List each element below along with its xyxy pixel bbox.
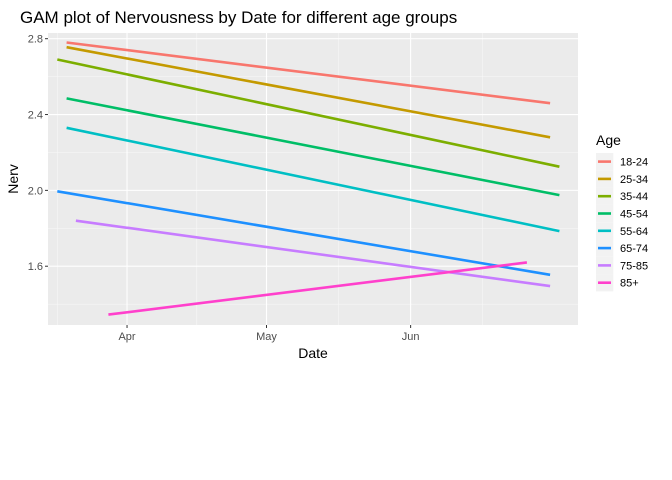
- series-line-18-24: [66, 41, 551, 105]
- series-lines: [57, 41, 560, 316]
- x-tick-label: May: [256, 331, 277, 343]
- series-line-35-44: [57, 58, 560, 168]
- y-axis: 1.6 2.0 2.4 2.8: [28, 34, 48, 273]
- y-axis-title: Nerv: [5, 164, 21, 194]
- legend-label-55-64: 55-64: [620, 226, 648, 238]
- legend-label-45-54: 45-54: [620, 209, 648, 221]
- y-tick-label: 2.8: [28, 34, 43, 46]
- x-tick-label: Jun: [402, 331, 420, 343]
- y-tick-label: 1.6: [28, 261, 43, 273]
- y-tick-label: 2.0: [28, 185, 43, 197]
- series-line-65-74: [57, 190, 551, 277]
- series-line-75-85: [75, 219, 551, 288]
- legend-label-65-74: 65-74: [620, 243, 648, 255]
- legend-label-75-85: 75-85: [620, 260, 648, 272]
- y-tick-label: 2.4: [28, 110, 43, 122]
- legend-items: 18-24 25-34 35-44 45-54 55-64 65-74 75-85 85+: [596, 153, 648, 292]
- x-tick-label: Apr: [118, 331, 135, 343]
- x-axis-title: Date: [298, 345, 328, 361]
- legend-title: Age: [596, 132, 621, 148]
- series-line-55-64: [66, 126, 560, 233]
- series-line-45-54: [66, 97, 560, 197]
- x-axis: Apr May Jun: [118, 325, 420, 343]
- chart-title: GAM plot of Nervousness by Date for diff…: [20, 8, 457, 27]
- legend: Age 18-24 25-34 35-44 45-54 55-64 65-74 75-85 8…: [596, 132, 648, 292]
- legend-label-25-34: 25-34: [620, 174, 648, 186]
- legend-label-18-24: 18-24: [620, 157, 648, 169]
- series-line-25-34: [66, 45, 551, 139]
- series-line-85+: [108, 261, 528, 316]
- legend-label-85+: 85+: [620, 278, 639, 290]
- legend-label-35-44: 35-44: [620, 191, 648, 203]
